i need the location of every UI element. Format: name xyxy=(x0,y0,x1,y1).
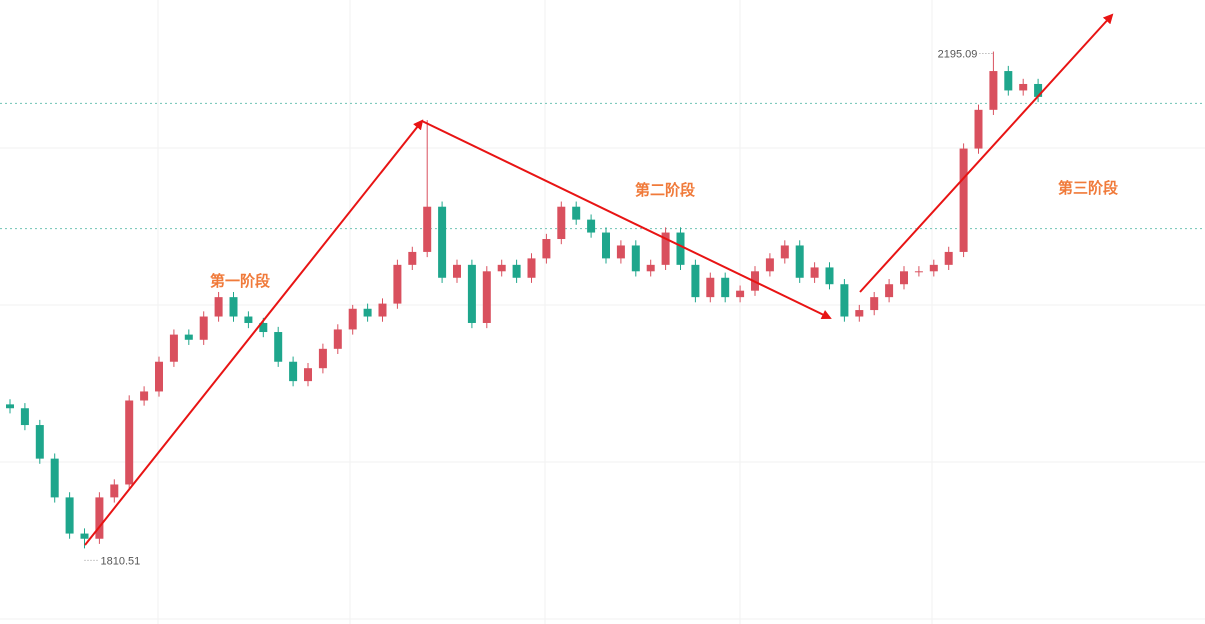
candle-body xyxy=(855,310,864,317)
annotation: 第三阶段 xyxy=(1058,179,1118,197)
candle-body xyxy=(810,267,819,278)
candle-body xyxy=(6,404,14,409)
candle-body xyxy=(363,308,372,317)
candle-body xyxy=(914,271,923,273)
candle-body xyxy=(304,368,312,382)
candle-body xyxy=(736,290,745,298)
candle-body xyxy=(840,284,849,317)
candle-body xyxy=(959,148,968,252)
candle-body xyxy=(229,297,238,317)
candle-body xyxy=(453,264,461,278)
candle-body xyxy=(870,297,879,311)
candle-body xyxy=(378,303,387,317)
candle-body xyxy=(50,458,59,498)
candle-body xyxy=(661,232,670,265)
candle-body xyxy=(184,334,193,340)
annotation: 第二阶段 xyxy=(635,181,695,199)
candle-body xyxy=(944,251,953,265)
low-price-label: 1810.51 xyxy=(101,555,141,567)
candle-body xyxy=(512,264,521,278)
candle-body xyxy=(929,264,938,272)
candle-body xyxy=(1004,71,1013,91)
candle-body xyxy=(527,258,536,278)
candle-body xyxy=(795,245,804,278)
candle-body xyxy=(318,348,327,369)
candle-body xyxy=(572,206,581,220)
candle-body xyxy=(65,497,74,534)
candle-body xyxy=(289,361,298,382)
high-price-label: 2195.09 xyxy=(938,49,978,61)
candle-body xyxy=(542,239,551,259)
candle-body xyxy=(467,264,476,323)
candle-body xyxy=(765,258,774,272)
candle-body xyxy=(631,245,640,272)
candle-body xyxy=(140,391,149,401)
candle-body xyxy=(95,497,104,539)
candle-body xyxy=(780,245,789,259)
candle-body xyxy=(646,264,655,272)
candle-body xyxy=(602,232,610,259)
candle-body xyxy=(691,264,700,298)
candle-body xyxy=(706,277,715,298)
candle-body xyxy=(423,206,432,252)
candle-body xyxy=(169,334,178,362)
candle-body xyxy=(438,206,447,278)
candle-body xyxy=(721,277,730,298)
candle-body xyxy=(1034,83,1043,97)
candle-body xyxy=(20,408,29,426)
candle-body xyxy=(155,361,163,392)
candle-body xyxy=(333,329,342,349)
candle-body xyxy=(989,71,998,110)
candle-body xyxy=(110,484,119,498)
candle-body xyxy=(676,232,685,265)
candle-body xyxy=(974,109,983,149)
candle-body xyxy=(125,400,134,485)
candle-body xyxy=(587,219,596,233)
trend-arrows xyxy=(84,13,1114,546)
candle-body xyxy=(80,533,89,539)
candle-body xyxy=(244,316,253,323)
candle-body xyxy=(482,271,491,323)
candle-body xyxy=(259,322,268,333)
candle-body xyxy=(497,264,506,272)
candle-body xyxy=(825,267,834,285)
candle-body xyxy=(557,206,566,240)
annotation: 第一阶段 xyxy=(210,272,270,290)
candle-body xyxy=(199,316,208,340)
candle-body xyxy=(393,264,402,304)
candle-body xyxy=(214,297,223,317)
candle-body xyxy=(348,308,357,330)
candle-body xyxy=(408,251,417,265)
candle-body xyxy=(900,271,908,285)
candle-body xyxy=(885,284,894,298)
candle-body xyxy=(35,425,44,459)
candle-body xyxy=(616,245,625,259)
candle-body xyxy=(274,332,283,362)
candle-body xyxy=(1019,83,1028,91)
